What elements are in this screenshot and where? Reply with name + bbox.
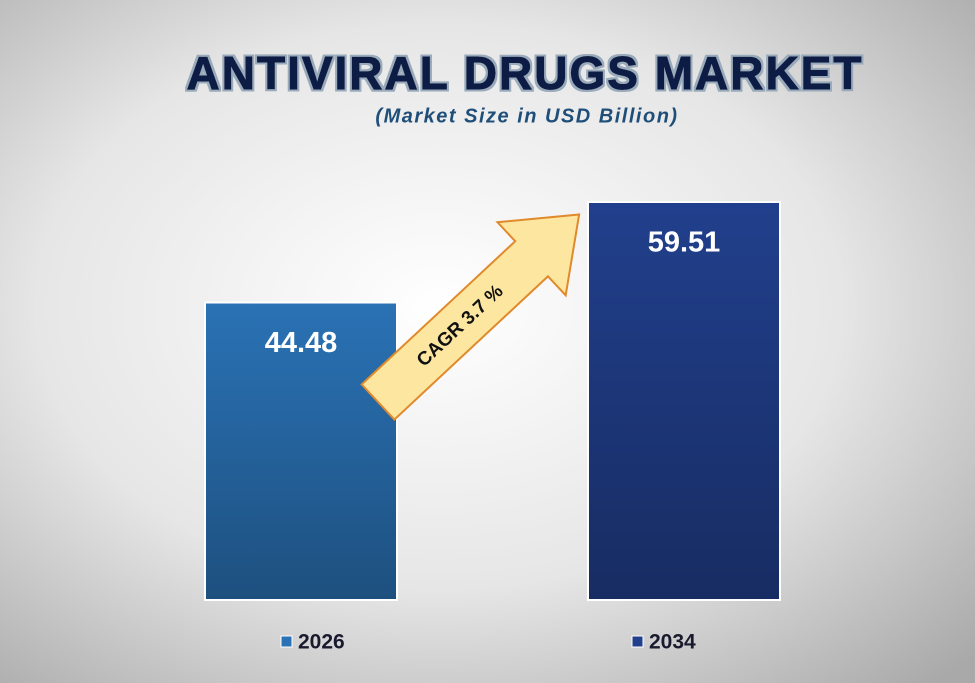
legend-swatch bbox=[631, 635, 644, 648]
bar-shade bbox=[589, 203, 779, 599]
chart-title: ANTIVIRAL DRUGS MARKET bbox=[187, 47, 864, 99]
plot-area: 44.48 2026 59.51 2034 bbox=[204, 201, 781, 654]
legend-label: 2026 bbox=[298, 631, 345, 654]
legend-label: 2034 bbox=[649, 631, 696, 654]
bar-shade bbox=[206, 303, 396, 599]
legend-swatch bbox=[280, 635, 293, 648]
value-label: 59.51 bbox=[648, 227, 721, 259]
value-label: 44.48 bbox=[265, 327, 338, 359]
chart-subtitle: (Market Size in USD Billion) bbox=[375, 105, 678, 127]
arrow-shape bbox=[360, 213, 581, 421]
